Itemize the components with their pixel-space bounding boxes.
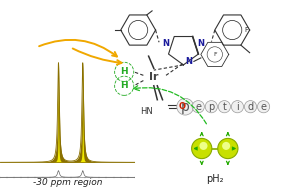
Text: H: H bbox=[120, 81, 128, 90]
Circle shape bbox=[218, 138, 238, 159]
Text: pH₂: pH₂ bbox=[206, 174, 224, 184]
Text: O: O bbox=[178, 102, 185, 111]
Circle shape bbox=[205, 101, 217, 113]
Polygon shape bbox=[169, 36, 198, 65]
Circle shape bbox=[218, 101, 230, 113]
Text: e: e bbox=[195, 102, 201, 112]
Text: F: F bbox=[244, 27, 248, 33]
Text: F: F bbox=[213, 52, 217, 57]
Text: t: t bbox=[223, 102, 226, 112]
Circle shape bbox=[192, 101, 204, 113]
Text: N: N bbox=[162, 40, 169, 48]
Text: p: p bbox=[208, 102, 214, 112]
Text: N: N bbox=[185, 57, 192, 66]
Circle shape bbox=[177, 98, 194, 115]
Polygon shape bbox=[201, 42, 229, 67]
Polygon shape bbox=[215, 15, 250, 45]
Circle shape bbox=[222, 142, 230, 150]
Circle shape bbox=[244, 101, 257, 113]
Text: HN: HN bbox=[140, 107, 153, 116]
Circle shape bbox=[231, 101, 244, 113]
Polygon shape bbox=[121, 15, 156, 45]
Text: Ir: Ir bbox=[149, 72, 158, 82]
Text: -30 ppm region: -30 ppm region bbox=[33, 178, 102, 187]
Text: N: N bbox=[197, 40, 204, 48]
Circle shape bbox=[257, 101, 270, 113]
Circle shape bbox=[192, 138, 212, 159]
Circle shape bbox=[200, 142, 207, 150]
Text: e: e bbox=[260, 102, 267, 112]
Text: d: d bbox=[248, 102, 253, 112]
Text: i: i bbox=[236, 102, 239, 112]
Text: p: p bbox=[181, 100, 190, 114]
Text: H: H bbox=[120, 67, 128, 76]
